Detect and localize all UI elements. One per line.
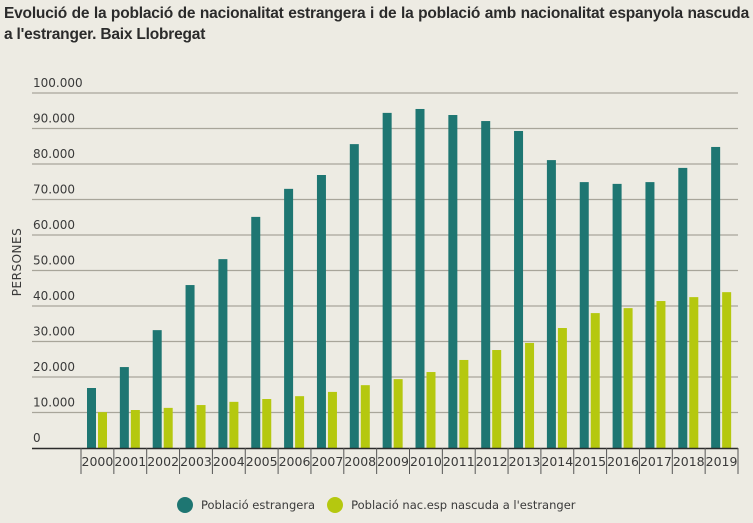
bar-chart: 0 10.000 20.000 30.000 40.000 50.000 60.000 70.… (10, 76, 739, 474)
bar-foreign-2011 (448, 115, 458, 448)
bar-foreign-2008 (349, 144, 359, 448)
x-tick-label: 2007 (311, 454, 343, 469)
bar-foreign-2002 (152, 330, 162, 448)
x-tick-label: 2013 (509, 454, 541, 469)
x-tick-label: 2017 (640, 454, 672, 469)
y-tick-label: 0 (33, 431, 41, 445)
y-tick-label: 90.000 (33, 112, 75, 126)
y-tick-label: 10.000 (33, 396, 75, 410)
bar-foreign-2018 (678, 167, 688, 448)
bar-spanish-born-abroad-2010 (426, 372, 436, 448)
bar-spanish-born-abroad-2005 (262, 399, 272, 448)
y-tick-label: 50.000 (33, 254, 75, 268)
bars (87, 108, 732, 449)
x-tick-label: 2001 (114, 454, 146, 469)
bar-spanish-born-abroad-2008 (360, 385, 370, 448)
x-tick-label: 2018 (673, 454, 705, 469)
bar-spanish-born-abroad-2018 (689, 297, 699, 448)
x-tick-label: 2005 (246, 454, 278, 469)
bar-spanish-born-abroad-2009 (393, 379, 403, 448)
bar-spanish-born-abroad-2001 (130, 410, 140, 448)
bar-spanish-born-abroad-2006 (295, 396, 305, 448)
bar-spanish-born-abroad-2017 (656, 301, 666, 448)
x-tick-label: 2015 (574, 454, 606, 469)
bar-foreign-2016 (612, 183, 622, 448)
y-axis-tick-labels: 0 10.000 20.000 30.000 40.000 50.000 60.000 70.… (33, 76, 83, 445)
x-tick-label: 2010 (410, 454, 442, 469)
y-tick-label: 30.000 (33, 325, 75, 339)
bar-spanish-born-abroad-2002 (163, 407, 173, 448)
bar-foreign-2005 (251, 216, 261, 448)
bar-spanish-born-abroad-2014 (557, 328, 567, 448)
chart-title: Evolució de la població de nacionalitat … (4, 5, 749, 43)
bar-foreign-2006 (284, 188, 294, 448)
bar-foreign-2000 (87, 388, 96, 448)
y-tick-label: 100.000 (33, 76, 83, 90)
x-tick-label: 2014 (541, 454, 573, 469)
x-axis: 2000 2001 2002 2003 2004 2005 2006 2007 2008 2009… (32, 447, 739, 474)
x-tick-label: 2008 (344, 454, 376, 469)
bar-foreign-2015 (579, 182, 589, 449)
x-tick-label: 2003 (180, 454, 212, 469)
bar-foreign-2010 (415, 108, 425, 448)
bar-spanish-born-abroad-2004 (229, 401, 239, 448)
bar-spanish-born-abroad-2013 (525, 342, 535, 448)
bar-foreign-2004 (218, 259, 228, 448)
legend-item-foreign: Població estrangera (177, 497, 315, 513)
legend-label-spanish-born-abroad: Població nac.esp nascuda a l'estranger (351, 498, 576, 512)
bar-foreign-2001 (119, 367, 129, 448)
y-tick-label: 70.000 (33, 183, 75, 197)
bar-spanish-born-abroad-2015 (590, 313, 600, 448)
bar-foreign-2012 (481, 121, 491, 449)
y-tick-label: 80.000 (33, 147, 75, 161)
bar-foreign-2009 (382, 112, 392, 448)
bar-spanish-born-abroad-2007 (327, 391, 337, 448)
bar-foreign-2013 (514, 130, 524, 449)
y-tick-label: 20.000 (33, 360, 75, 374)
bar-spanish-born-abroad-2011 (459, 359, 469, 448)
y-tick-label: 60.000 (33, 218, 75, 232)
y-axis-label: PERSONES (10, 228, 24, 296)
bar-foreign-2017 (645, 182, 655, 449)
legend-label-foreign: Població estrangera (201, 498, 316, 512)
legend-dot-spanish-born-abroad-icon (327, 497, 344, 513)
y-tick-label: 40.000 (33, 289, 75, 303)
x-tick-label: 2019 (706, 454, 738, 469)
legend-item-spanish-born-abroad: Població nac.esp nascuda a l'estranger (327, 497, 576, 513)
bar-spanish-born-abroad-2000 (98, 412, 107, 448)
bar-foreign-2003 (185, 285, 195, 448)
x-tick-label: 2011 (443, 454, 475, 469)
bar-spanish-born-abroad-2012 (492, 350, 502, 448)
x-tick-label: 2004 (213, 454, 245, 469)
bar-spanish-born-abroad-2016 (623, 308, 633, 448)
legend-dot-foreign-icon (177, 497, 193, 513)
x-tick-label: 2012 (476, 454, 508, 469)
x-tick-label: 2000 (82, 454, 114, 469)
bar-foreign-2014 (546, 160, 556, 448)
bar-spanish-born-abroad-2019 (722, 292, 732, 448)
x-tick-label: 2016 (607, 454, 639, 469)
legend: Població estrangera Població nac.esp nas… (177, 497, 588, 513)
x-tick-label: 2002 (147, 454, 179, 469)
x-tick-label: 2009 (377, 454, 409, 469)
bar-foreign-2019 (711, 146, 721, 448)
x-tick-label: 2006 (279, 454, 311, 469)
bar-foreign-2007 (316, 175, 326, 448)
bar-spanish-born-abroad-2003 (196, 405, 206, 448)
